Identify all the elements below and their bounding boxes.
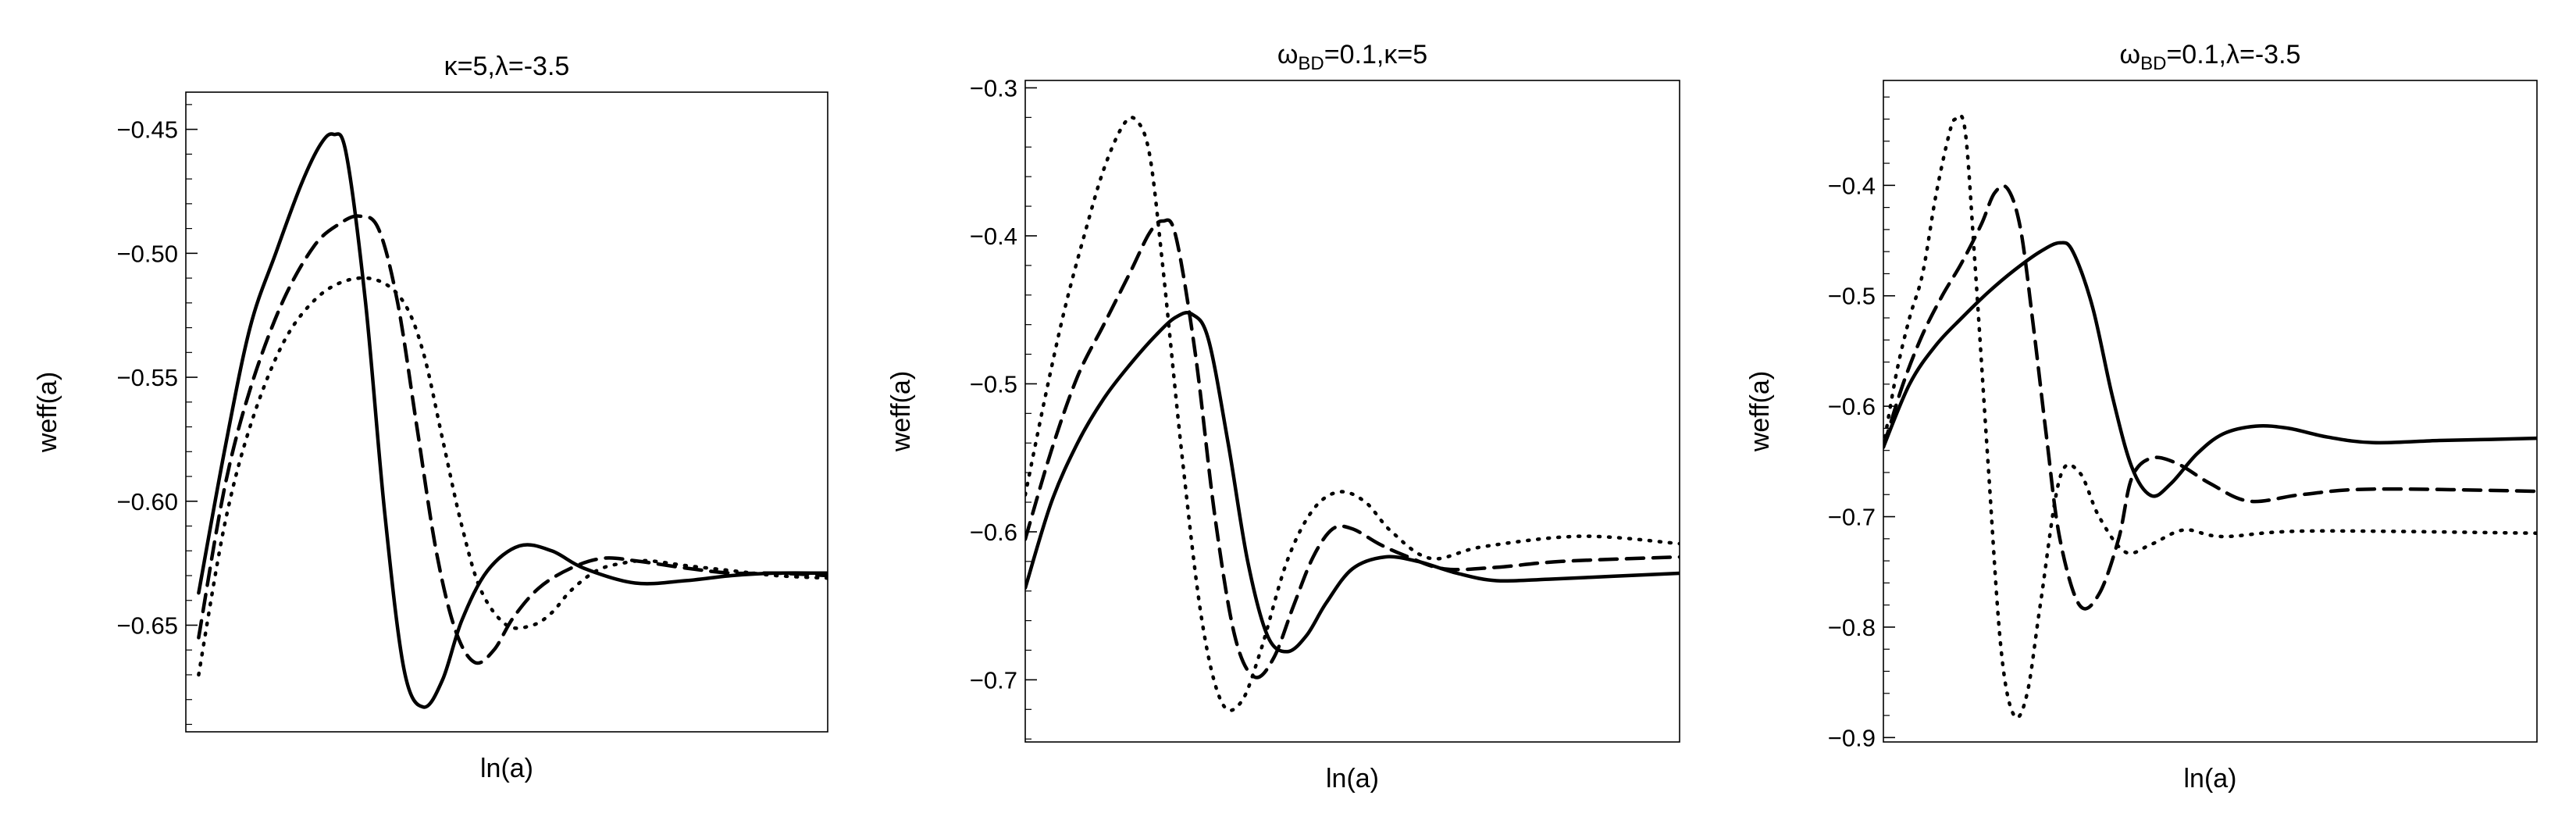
series-line-solid [1025,311,1680,654]
series-line-solid [197,132,828,709]
y-tick-label: −0.55 [117,364,178,391]
series-line-solid [1883,241,2537,498]
series-line-dashed [197,214,828,665]
y-tick-label: −0.9 [1828,724,1876,751]
series-line-dotted [1883,113,2537,720]
y-tick-label: −0.6 [1828,393,1876,420]
y-tick-label: −0.3 [970,74,1017,102]
panel-1: κ=5,λ=-3.5 −0.65 −0.60 −0.55 −0.50 −0.45 weff(… [33,52,828,783]
panel-3-plot-frame [1883,80,2538,743]
y-tick-label: −0.50 [117,240,178,267]
y-axis-label: weff(a) [886,371,916,452]
series-line-dotted [197,276,828,677]
y-tick-label: −0.5 [970,370,1017,398]
series-line-dotted [1025,116,1680,712]
y-axis-label: weff(a) [33,372,62,453]
series-line-dashed [1883,184,2537,611]
panel-3-title: ωBD=0.1,λ=-3.5 [2120,40,2301,74]
y-tick-label: −0.5 [1828,283,1876,310]
y-axis-label: weff(a) [1745,371,1775,452]
panel-1-plot-frame [185,91,828,733]
y-tick-label: −0.8 [1828,614,1876,641]
series-line-dashed [1025,218,1680,679]
y-tick-label: −0.60 [117,488,178,515]
y-tick-label: −0.4 [1828,172,1876,199]
y-tick-label: −0.65 [117,612,178,640]
y-tick-label: −0.6 [970,519,1017,546]
y-tick-label: −0.7 [970,666,1017,694]
x-axis-label: ln(a) [480,754,533,783]
panel-2-plot-frame [1024,80,1680,743]
panel-2: ωBD=0.1,κ=5 −0.7 −0.6 −0.5 −0.4 −0.3 weff(a) ln… [886,40,1680,794]
y-tick-label: −0.4 [970,223,1017,250]
y-tick-label: −0.45 [117,116,178,144]
y-tick-label: −0.7 [1828,504,1876,531]
panel-1-title: κ=5,λ=-3.5 [444,52,570,81]
panel-2-title: ωBD=0.1,κ=5 [1277,40,1427,74]
panel-3: ωBD=0.1,λ=-3.5 −0.9 −0.8 −0.7 −0.6 −0.5 −0.4 we… [1745,40,2538,794]
x-axis-label: ln(a) [2183,764,2236,794]
x-axis-label: ln(a) [1326,764,1379,794]
